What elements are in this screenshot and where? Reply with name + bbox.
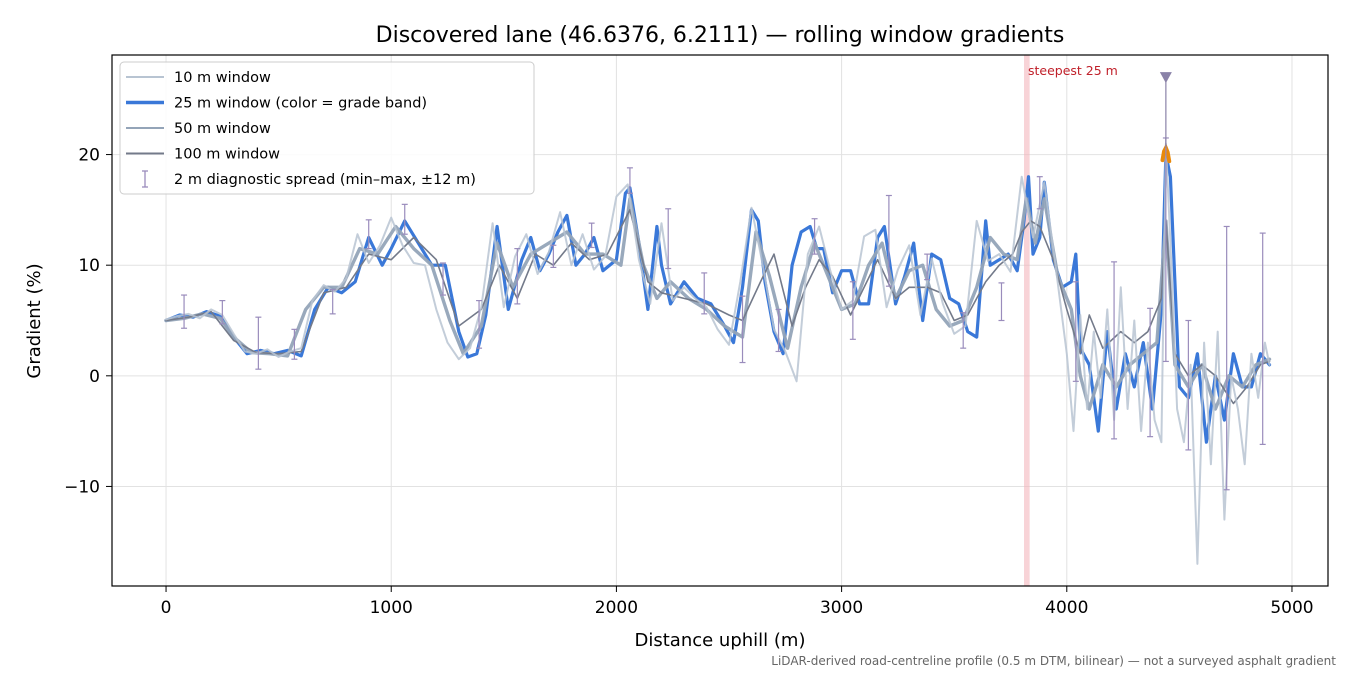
steepest-segment-highlight	[1024, 55, 1030, 586]
peak-marker-triangle	[1159, 72, 1172, 84]
x-tick-label: 3000	[820, 598, 863, 618]
series-line-w10	[165, 142, 1271, 565]
legend-label: 2 m diagnostic spread (min–max, ±12 m)	[174, 172, 476, 188]
steepest-annotation-label: steepest 25 m	[1028, 63, 1118, 78]
legend-label: 100 m window	[174, 147, 280, 163]
x-tick-label: 5000	[1270, 598, 1313, 618]
annotation-marks	[1159, 72, 1172, 148]
x-axis-ticks: 0 1000 2000 3000 4000 5000	[161, 586, 1314, 618]
footnote: LiDAR-derived road-centreline profile (0…	[771, 654, 1336, 668]
legend: 10 m window 25 m window (color = grade ba…	[119, 61, 535, 195]
series-lines	[164, 142, 1272, 565]
y-tick-label: −10	[64, 477, 100, 497]
x-tick-label: 2000	[595, 598, 638, 618]
y-axis-label: Gradient (%)	[24, 263, 45, 378]
y-tick-label: 0	[89, 367, 100, 387]
x-tick-label: 1000	[370, 598, 413, 618]
legend-label: 10 m window	[174, 70, 271, 86]
grid-lines	[112, 55, 1328, 586]
y-tick-label: 20	[78, 146, 100, 166]
y-tick-label: 10	[78, 256, 100, 276]
x-tick-label: 4000	[1045, 598, 1088, 618]
chart-title: Discovered lane (46.6376, 6.2111) — roll…	[376, 23, 1065, 48]
error-bars	[181, 137, 1266, 491]
legend-box	[119, 61, 535, 195]
legend-label: 25 m window (color = grade band)	[174, 96, 427, 112]
series-line-w25	[164, 153, 1272, 444]
plot-frame	[111, 54, 1329, 587]
legend-label: 50 m window	[174, 121, 271, 137]
y-axis-ticks: −10 0 10 20	[64, 146, 112, 497]
steepest-band	[1024, 55, 1030, 586]
x-tick-label: 0	[161, 598, 172, 618]
x-axis-label: Distance uphill (m)	[635, 630, 806, 651]
